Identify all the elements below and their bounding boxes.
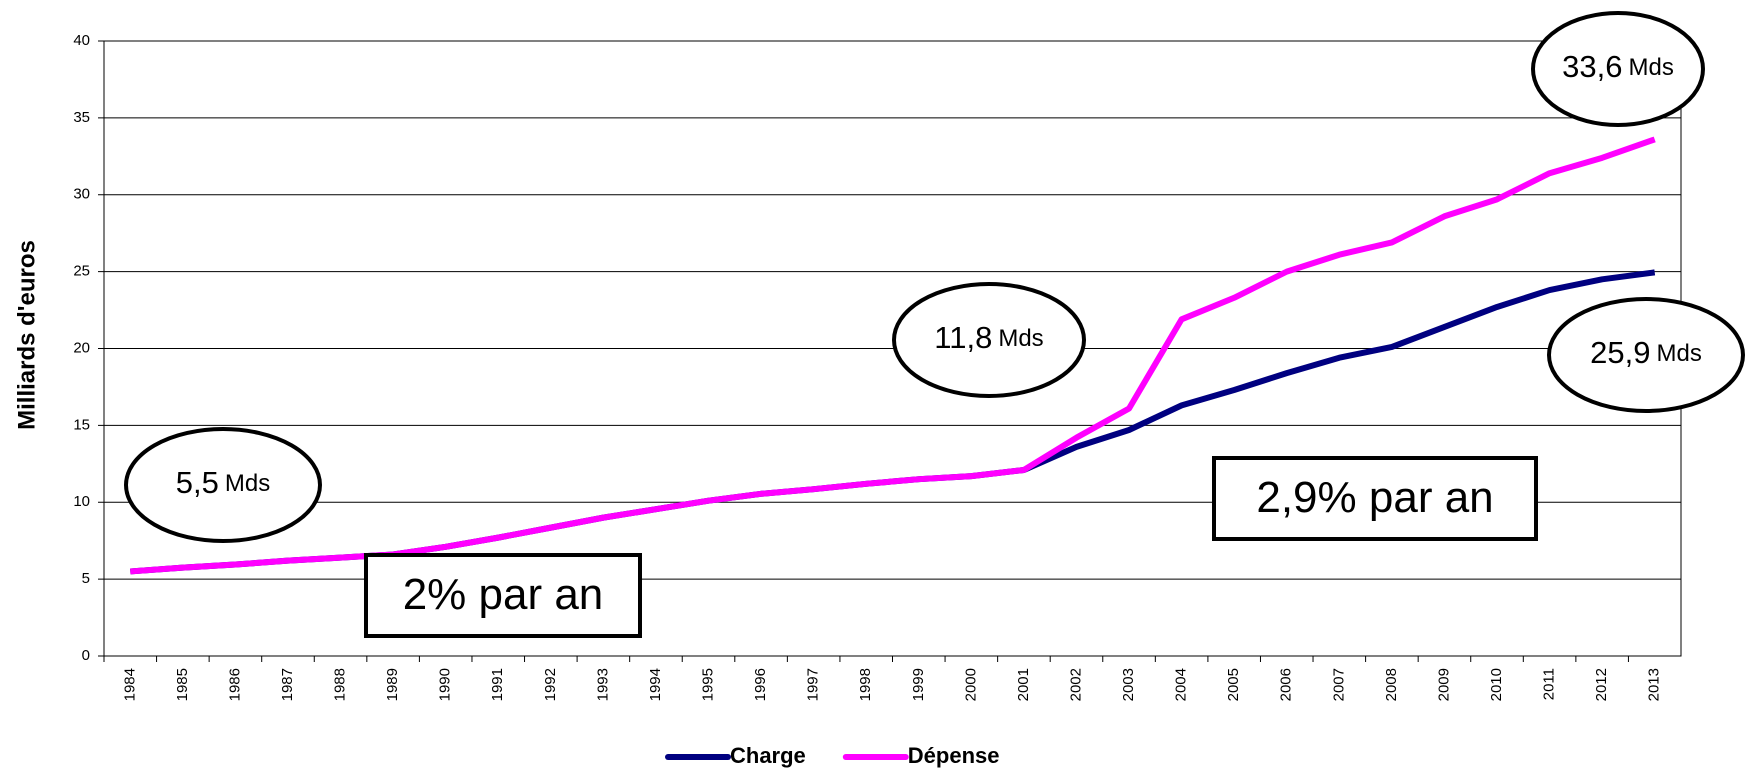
x-tick-label: 2007 [1330, 668, 1347, 701]
x-tick-label: 1994 [647, 668, 664, 701]
x-tick-label: 2001 [1015, 668, 1032, 701]
callout-text: 11,8 Mds [934, 320, 1043, 355]
callout-unit: Mds [1657, 340, 1702, 367]
x-tick-label: 1995 [699, 668, 716, 701]
x-tick-label: 1987 [279, 668, 296, 701]
x-tick-label: 2010 [1488, 668, 1505, 701]
callout-text: 33,6 Mds [1562, 49, 1674, 84]
rate-text: 2,9% par an [1256, 473, 1493, 522]
rate-box [364, 553, 642, 638]
y-tick-label: 20 [73, 339, 90, 356]
x-tick-label: 2009 [1435, 668, 1452, 701]
x-tick-label: 2012 [1593, 668, 1610, 701]
rate-box [1212, 456, 1538, 541]
x-tick-label: 2002 [1067, 668, 1084, 701]
callout-ellipse [124, 427, 322, 543]
x-tick-label: 1999 [910, 668, 927, 701]
x-tick-label: 2004 [1173, 668, 1190, 701]
x-tick-label: 2005 [1225, 668, 1242, 701]
y-tick-label: 35 [73, 109, 90, 126]
callout-amount: 5,5 [176, 465, 219, 500]
x-tick-label: 1985 [174, 668, 191, 701]
x-tick-label: 1993 [594, 668, 611, 701]
x-tick-label: 2013 [1646, 668, 1663, 701]
y-tick-label: 15 [73, 416, 90, 433]
legend-label: Charge [730, 743, 806, 768]
callout-amount: 25,9 [1590, 335, 1650, 370]
x-tick-label: 1988 [332, 668, 349, 701]
x-tick-label: 2008 [1383, 668, 1400, 701]
x-tick-label: 2006 [1278, 668, 1295, 701]
x-tick-label: 1996 [752, 668, 769, 701]
callout-unit: Mds [1629, 54, 1674, 81]
y-tick-label: 10 [73, 493, 90, 510]
y-tick-label: 25 [73, 263, 90, 280]
y-axis-label: Milliards d'euros [13, 240, 40, 430]
callout-text: 25,9 Mds [1590, 335, 1702, 370]
y-tick-label: 0 [82, 647, 90, 664]
x-tick-label: 2011 [1541, 668, 1558, 700]
x-tick-label: 1984 [121, 668, 138, 701]
rate-text: 2% par an [403, 570, 604, 619]
y-tick-label: 5 [82, 570, 90, 587]
x-tick-label: 1998 [857, 668, 874, 701]
x-tick-label: 1992 [542, 668, 559, 701]
x-tick-label: 1991 [489, 668, 506, 701]
callout-amount: 11,8 [934, 320, 992, 355]
x-tick-label: 2003 [1120, 668, 1137, 701]
callout-text: 5,5 Mds [176, 465, 270, 500]
legend-label: Dépense [908, 743, 1000, 768]
x-tick-label: 1997 [805, 668, 822, 701]
x-tick-label: 1989 [384, 668, 401, 701]
x-tick-label: 2000 [962, 668, 979, 701]
y-tick-label: 30 [73, 186, 90, 203]
callout-ellipse [892, 282, 1086, 398]
x-tick-label: 1990 [437, 668, 454, 701]
callout-ellipse [1531, 11, 1705, 127]
callout-unit: Mds [225, 470, 270, 497]
callout-unit: Mds [998, 325, 1043, 352]
x-tick-label: 1986 [226, 668, 243, 701]
callout-ellipse [1547, 297, 1745, 413]
callout-amount: 33,6 [1562, 49, 1622, 84]
y-tick-label: 40 [73, 32, 90, 49]
